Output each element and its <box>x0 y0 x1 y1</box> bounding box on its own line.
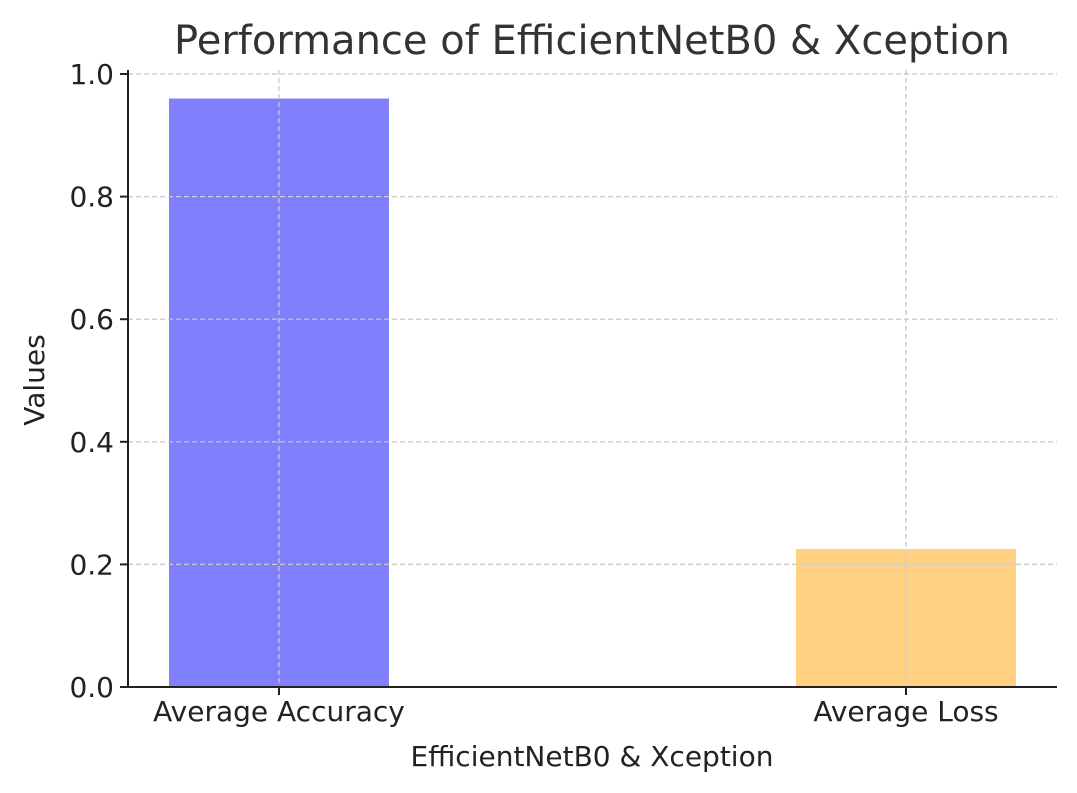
y-tick-label: 0.6 <box>69 303 114 336</box>
y-tick-label: 0.8 <box>69 181 114 214</box>
x-axis-label: EfficientNetB0 & Xception <box>411 740 774 773</box>
x-tick-label: Average Accuracy <box>153 695 405 728</box>
y-tick-label: 0.2 <box>69 548 114 581</box>
axes <box>127 70 1057 688</box>
y-tick-label: 0.0 <box>69 671 114 704</box>
bars <box>128 70 1057 688</box>
y-ticks: 0.0 0.2 0.4 0.6 0.8 1.0 <box>69 58 128 704</box>
x-ticks: Average Accuracy Average Loss <box>153 687 999 728</box>
y-axis-label: Values <box>18 334 51 425</box>
chart-title: Performance of EfficientNetB0 & Xception <box>174 18 1010 64</box>
y-tick-label: 0.4 <box>69 426 114 459</box>
x-tick-label: Average Loss <box>813 695 998 728</box>
y-tick-label: 1.0 <box>69 58 114 91</box>
